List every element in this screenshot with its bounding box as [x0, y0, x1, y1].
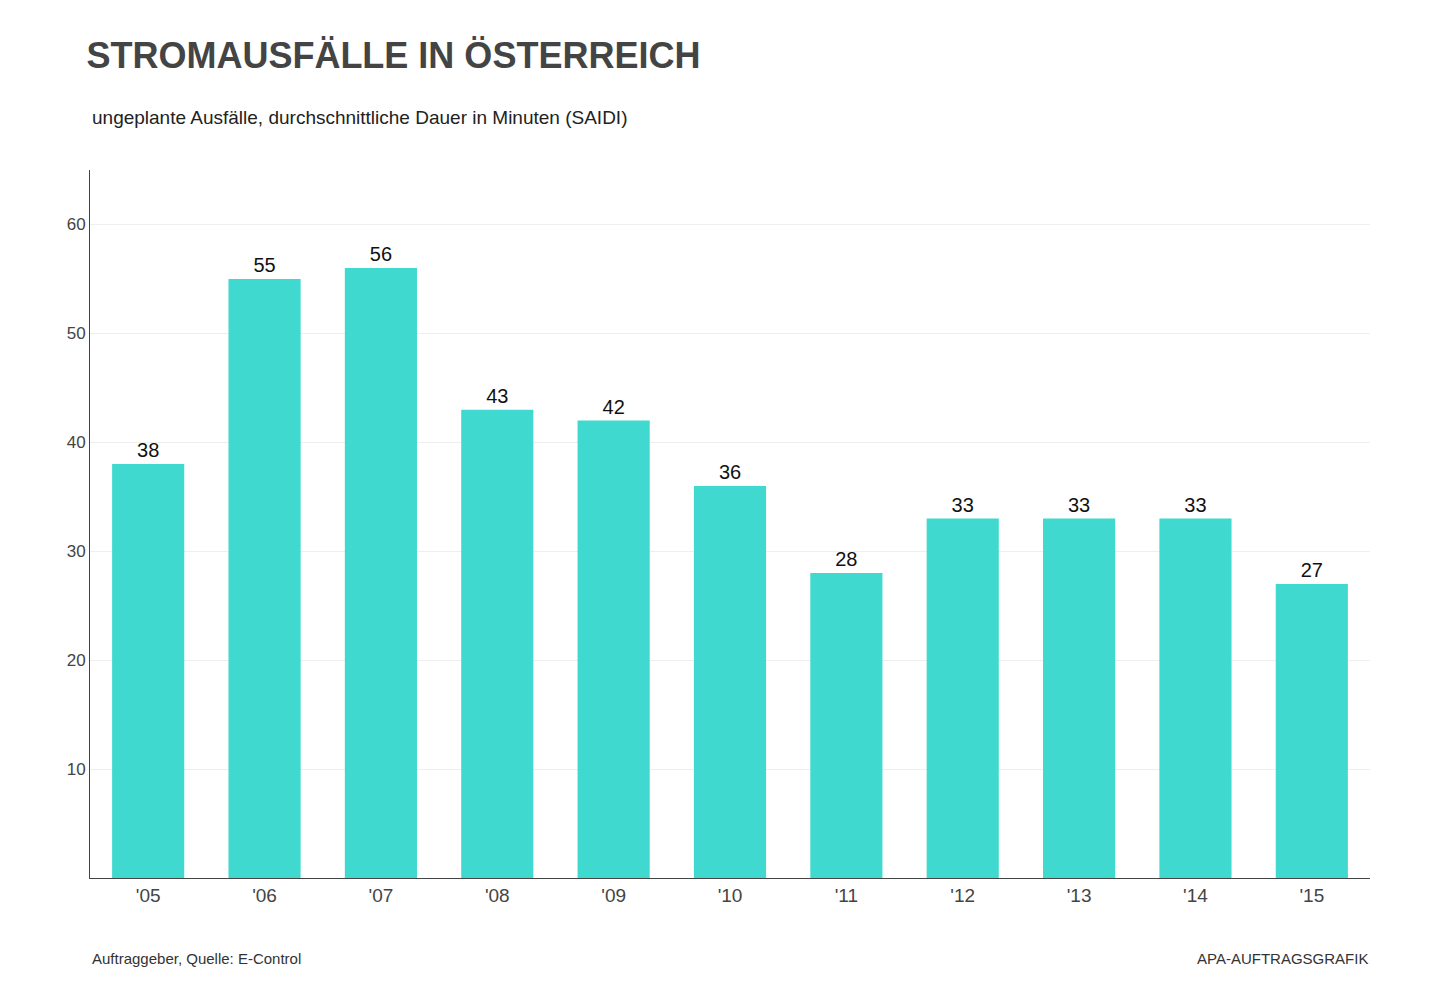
svg-text:'09: '09	[601, 885, 626, 906]
svg-text:36: 36	[719, 461, 741, 483]
svg-text:'08: '08	[485, 885, 510, 906]
svg-text:33: 33	[952, 494, 974, 516]
svg-text:27: 27	[1301, 559, 1323, 581]
svg-text:28: 28	[835, 548, 857, 570]
svg-text:20: 20	[67, 651, 86, 670]
svg-text:43: 43	[486, 385, 508, 407]
svg-text:33: 33	[1068, 494, 1090, 516]
svg-text:56: 56	[370, 243, 392, 265]
svg-text:'13: '13	[1067, 885, 1092, 906]
svg-text:30: 30	[67, 542, 86, 561]
svg-text:Auftraggeber, Quelle: E-Contro: Auftraggeber, Quelle: E-Control	[92, 950, 301, 967]
svg-text:60: 60	[67, 215, 86, 234]
svg-text:40: 40	[67, 433, 86, 452]
svg-text:10: 10	[67, 760, 86, 779]
svg-text:'06: '06	[252, 885, 277, 906]
svg-text:'14: '14	[1183, 885, 1208, 906]
svg-text:33: 33	[1184, 494, 1206, 516]
svg-text:42: 42	[603, 396, 625, 418]
svg-text:STROMAUSFÄLLE IN ÖSTERREICH: STROMAUSFÄLLE IN ÖSTERREICH	[86, 35, 700, 76]
svg-text:APA-AUFTRAGSGRAFIK: APA-AUFTRAGSGRAFIK	[1197, 950, 1368, 967]
svg-text:'07: '07	[369, 885, 394, 906]
svg-text:55: 55	[253, 254, 275, 276]
svg-text:50: 50	[67, 324, 86, 343]
svg-text:'05: '05	[136, 885, 161, 906]
svg-text:'11: '11	[835, 885, 858, 906]
svg-text:38: 38	[137, 439, 159, 461]
svg-text:'10: '10	[718, 885, 743, 906]
svg-text:'15: '15	[1299, 885, 1324, 906]
svg-text:'12: '12	[950, 885, 975, 906]
svg-text:ungeplante Ausfälle, durchschn: ungeplante Ausfälle, durchschnittliche D…	[92, 107, 627, 128]
